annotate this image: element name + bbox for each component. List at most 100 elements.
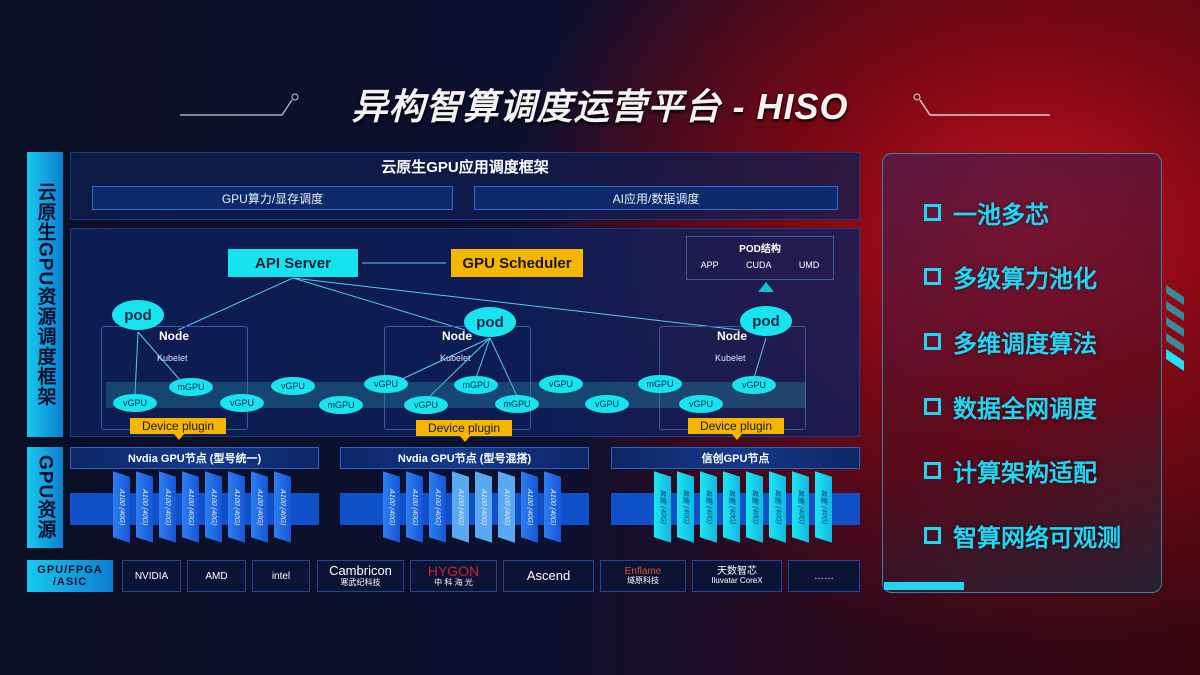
feature-item: 一池多芯 xyxy=(924,195,1049,230)
pod-ellipse: pod xyxy=(740,306,792,336)
vendor-logo-enflame: Enflame 燧原科技 xyxy=(600,560,686,592)
vendor-name: intel xyxy=(271,570,291,582)
vendor-logo-: 天数智芯 Iluvatar CoreX xyxy=(692,560,782,592)
gpu-chip: A100 (40G) xyxy=(475,471,492,543)
feature-label: 计算架构适配 xyxy=(953,460,1097,487)
feature-item: 智算网络可观测 xyxy=(924,518,1121,553)
device-plugin-box: Device plugin xyxy=(688,418,784,434)
vendor-subtitle: Iluvatar CoreX xyxy=(711,576,763,586)
kubelet-label: Kubelet xyxy=(715,353,746,363)
down-arrow-icon xyxy=(732,434,742,445)
gpu-chip: A100 (40G) xyxy=(498,471,515,543)
pod-umd: UMD xyxy=(798,260,820,270)
vendor-logo-cambricon: Cambricon 寒武纪科技 xyxy=(317,560,404,592)
gpu-ellipse: vGPU xyxy=(732,376,776,394)
gpu-chip: A100 (40G) xyxy=(113,471,130,543)
gpu-ellipse: vGPU xyxy=(364,375,408,393)
pod-structure-box: POD结构 APP CUDA UMD xyxy=(686,236,834,280)
device-plugin-box: Device plugin xyxy=(130,418,226,434)
gpu-ellipse: mGPU xyxy=(638,375,682,393)
gpu-chip: 昇腾 (40G) xyxy=(677,471,694,543)
vendor-logo-nvidia: NVIDIA xyxy=(122,560,181,592)
vendor-name: Cambricon xyxy=(329,563,392,579)
title-decoration xyxy=(180,93,1050,116)
pod-cuda: CUDA xyxy=(745,260,772,270)
feature-item: 多维调度算法 xyxy=(924,324,1097,359)
checkbox-square-icon xyxy=(924,527,941,544)
node-label: Node xyxy=(159,329,189,343)
gpu-chip: A100 (40G) xyxy=(182,471,199,543)
gpu-node-header: 信创GPU节点 xyxy=(611,447,860,469)
checkbox-square-icon xyxy=(924,333,941,350)
framework-side-label: 云原生GPU资源调度框架 xyxy=(27,152,63,437)
features-panel xyxy=(882,153,1162,593)
feature-label: 一池多芯 xyxy=(953,202,1049,229)
gpu-chip: A100 (40G) xyxy=(228,471,245,543)
vendor-subtitle: 中 科 海 光 xyxy=(434,578,473,588)
kubelet-label: Kubelet xyxy=(157,353,188,363)
checkbox-square-icon xyxy=(924,398,941,415)
down-arrow-icon xyxy=(174,434,184,445)
checkbox-square-icon xyxy=(924,204,941,221)
gpu-ellipse: mGPU xyxy=(454,376,498,394)
diagram-connectors xyxy=(134,262,774,397)
gpu-scheduling-box: GPU算力/显存调度 xyxy=(92,186,453,210)
gpu-ellipse: mGPU xyxy=(169,378,213,396)
vendor-logo-intel: intel xyxy=(252,560,310,592)
gpu-chip: A100 (40G) xyxy=(251,471,268,543)
feature-item: 计算架构适配 xyxy=(924,453,1097,488)
gpu-ellipse: vGPU xyxy=(585,395,629,413)
gpu-chip: A100 (40G) xyxy=(429,471,446,543)
stripe-decoration xyxy=(1166,285,1184,371)
vendor-category-label: GPU/FPGA /ASIC xyxy=(27,560,113,592)
gpu-ellipse: mGPU xyxy=(495,395,539,413)
vendor-subtitle: 燧原科技 xyxy=(627,576,659,586)
vendor-name: HYGON xyxy=(427,562,480,579)
feature-item: 多级算力池化 xyxy=(924,259,1097,294)
gpu-chip: 昇腾 (40G) xyxy=(723,471,740,543)
ai-data-scheduling-box: AI应用/数据调度 xyxy=(474,186,838,210)
gpu-ellipse: vGPU xyxy=(113,394,157,412)
node-label: Node xyxy=(717,329,747,343)
gpu-chip: A100 (40G) xyxy=(136,471,153,543)
pod-app: APP xyxy=(700,260,719,270)
gpu-chip: A100 (40G) xyxy=(159,471,176,543)
feature-label: 数据全网调度 xyxy=(953,396,1097,423)
checkbox-square-icon xyxy=(924,268,941,285)
vendor-name: AMD xyxy=(205,570,228,582)
node-label: Node xyxy=(442,329,472,343)
api-server-box: API Server xyxy=(228,249,358,277)
gpu-ellipse: vGPU xyxy=(404,396,448,414)
gpu-chip: A100 (40G) xyxy=(452,471,469,543)
resources-side-label: GPU资源 xyxy=(27,447,63,548)
gpu-ellipse: vGPU xyxy=(539,375,583,393)
gpu-chip: A100 (40G) xyxy=(544,471,561,543)
gpu-chip: 昇腾 (40G) xyxy=(769,471,786,543)
feature-label: 智算网络可观测 xyxy=(953,525,1121,552)
gpu-chip: 昇腾 (40G) xyxy=(700,471,717,543)
down-arrow-icon xyxy=(460,436,470,447)
gpu-node-header: Nvdia GPU节点 (型号统一) xyxy=(70,447,319,469)
gpu-node-header: Nvdia GPU节点 (型号混搭) xyxy=(340,447,589,469)
feature-label: 多维调度算法 xyxy=(953,331,1097,358)
vendor-name: NVIDIA xyxy=(134,570,169,582)
feature-item: 数据全网调度 xyxy=(924,389,1097,424)
vendor-subtitle: 寒武纪科技 xyxy=(340,577,381,587)
vendor-name: …… xyxy=(814,570,834,582)
pod-structure-title: POD结构 xyxy=(739,244,781,255)
framework-title: 云原生GPU应用调度框架 xyxy=(381,159,549,176)
gpu-chip: A100 (40G) xyxy=(521,471,538,543)
gpu-ellipse: vGPU xyxy=(679,395,723,413)
vendor-logo-hygon: HYGON 中 科 海 光 xyxy=(410,560,497,592)
vendor-logo-: …… xyxy=(788,560,860,592)
feature-label: 多级算力池化 xyxy=(953,266,1097,293)
gpu-chip: A100 (40G) xyxy=(205,471,222,543)
gpu-ellipse: vGPU xyxy=(220,394,264,412)
corner-accent xyxy=(884,582,964,590)
device-plugin-box: Device plugin xyxy=(416,420,512,436)
gpu-ellipse: vGPU xyxy=(271,377,315,395)
gpu-chip: A100 (40G) xyxy=(406,471,423,543)
page-title: 异构智算调度运营平台 - HISO xyxy=(351,86,849,127)
vendor-name: Ascend xyxy=(526,567,571,583)
gpu-chip: 昇腾 (40G) xyxy=(815,471,832,543)
